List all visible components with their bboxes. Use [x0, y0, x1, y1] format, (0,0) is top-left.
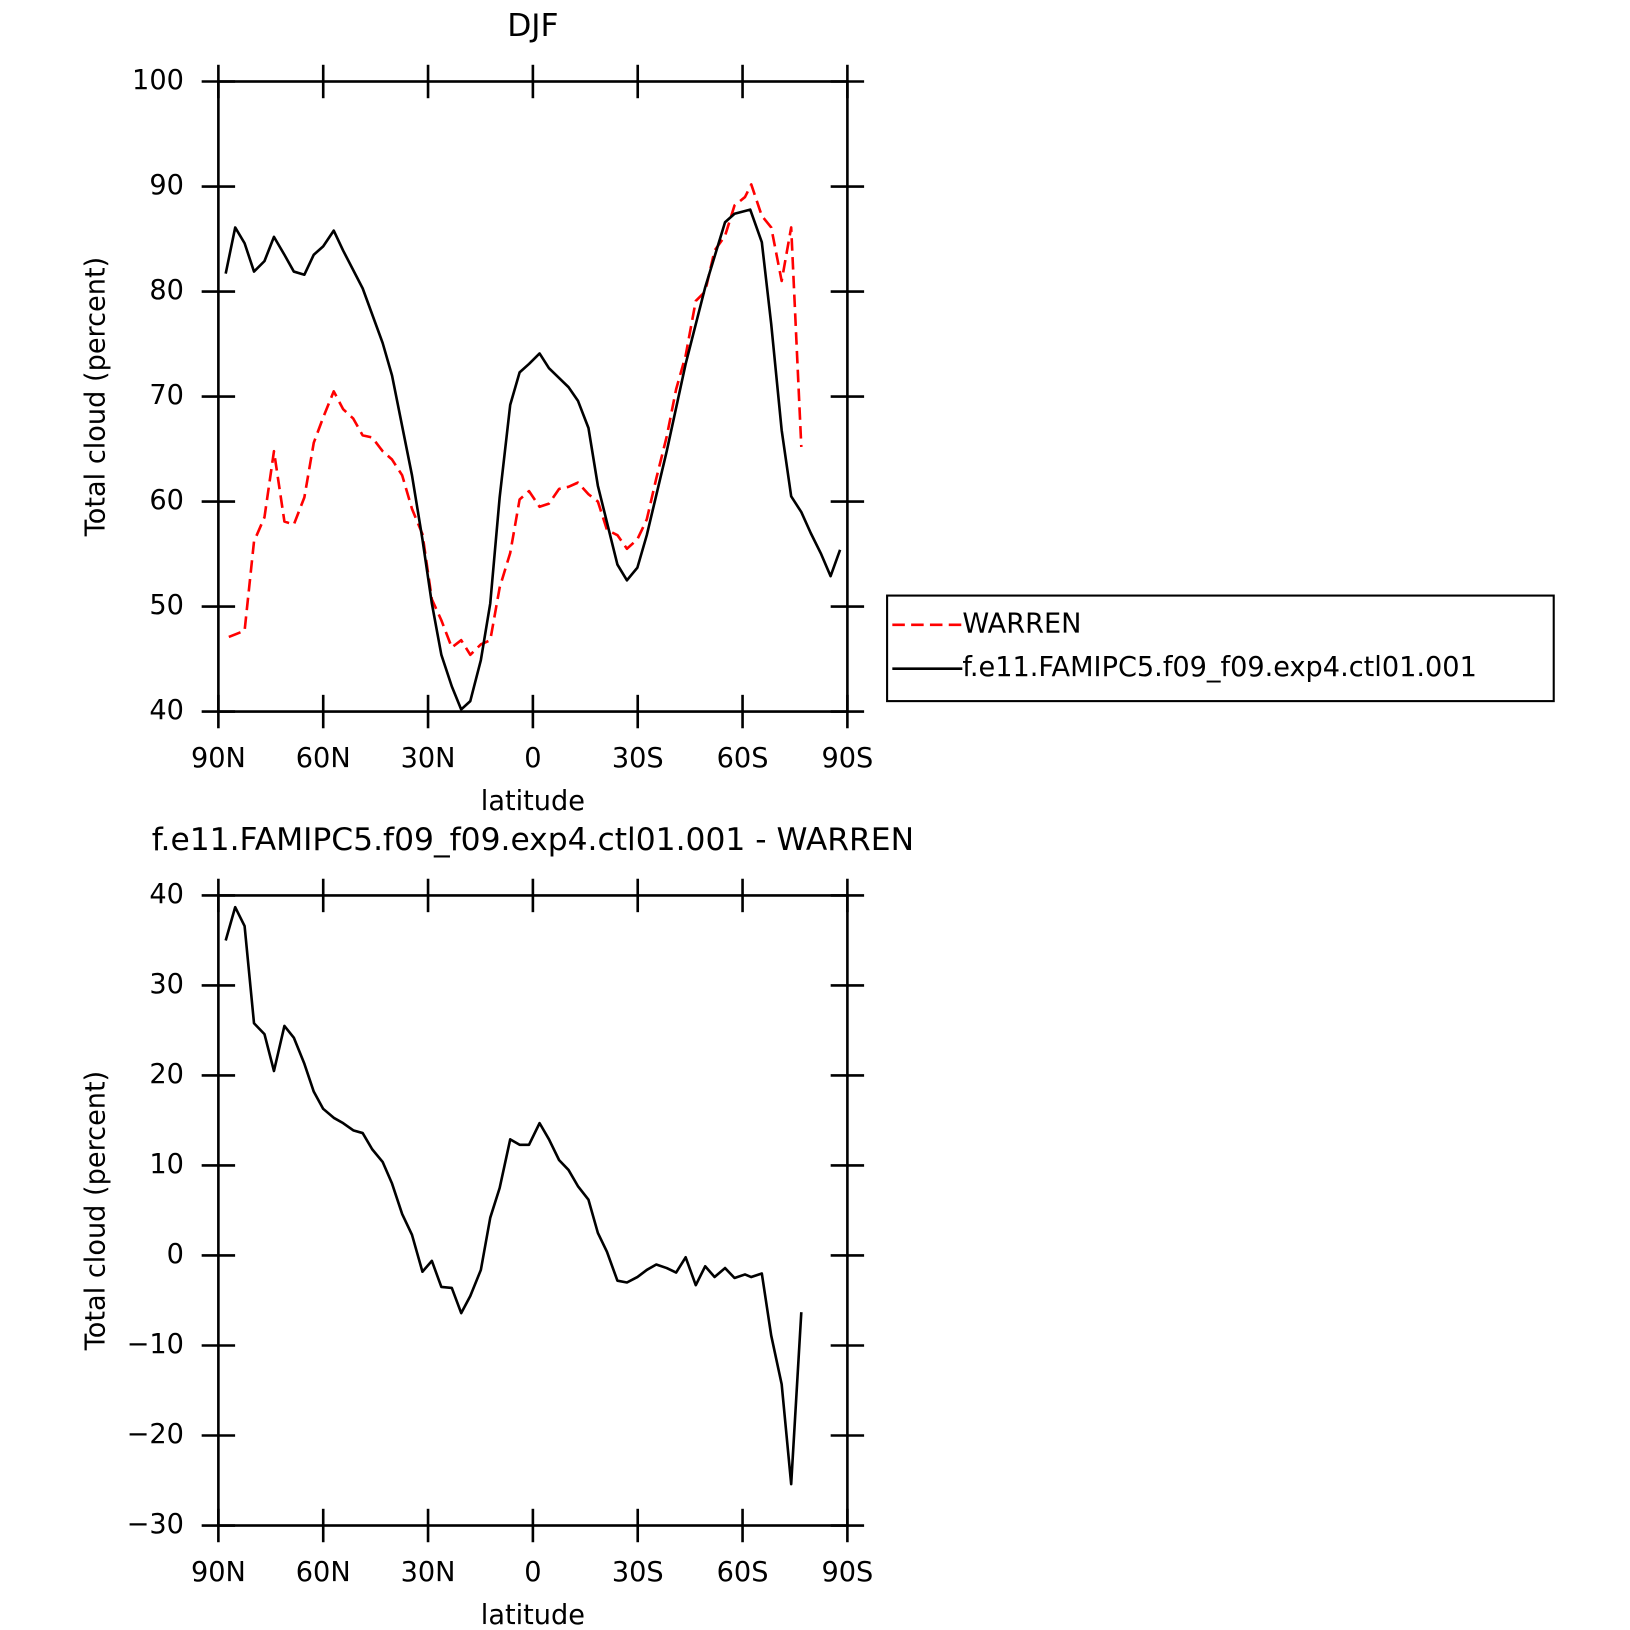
plot-frame [217, 894, 849, 1527]
legend-label: WARREN [962, 608, 1081, 639]
y-tick-label: 30 [149, 969, 184, 1000]
y-tick-label: 0 [167, 1239, 184, 1270]
x-tick-label: 0 [524, 743, 541, 774]
y-tick-label: 60 [149, 485, 184, 516]
x-axis-label: latitude [481, 1600, 585, 1630]
data-line [224, 905, 803, 1486]
chart-title: DJF [507, 8, 558, 44]
y-tick-label: 40 [149, 695, 184, 726]
y-tick-label: 90 [149, 170, 184, 201]
y-tick-label: 80 [149, 275, 184, 306]
y-axis-label: Total cloud (percent) [81, 257, 112, 537]
y-tick-label: −10 [127, 1329, 184, 1360]
legend-label: f.e11.FAMIPC5.f09_f09.exp4.ctl01.001 [962, 652, 1477, 683]
y-tick-label: 100 [132, 65, 184, 96]
x-tick-label: 30N [401, 1557, 456, 1588]
x-tick-label: 90N [191, 1557, 246, 1588]
x-tick-label: 30S [612, 1557, 664, 1588]
y-tick-label: 40 [149, 879, 184, 910]
legend-box [886, 594, 1555, 703]
x-tick-label: 60S [717, 1557, 769, 1588]
x-tick-label: 60N [296, 743, 351, 774]
plot-frame [217, 80, 849, 713]
x-tick-label: 90N [191, 743, 246, 774]
x-tick-label: 60N [296, 1557, 351, 1588]
chart-title: f.e11.FAMIPC5.f09_f09.exp4.ctl01.001 - W… [152, 822, 914, 858]
x-tick-label: 90S [821, 1557, 873, 1588]
x-tick-label: 60S [717, 743, 769, 774]
x-tick-label: 30N [401, 743, 456, 774]
y-tick-label: 70 [149, 380, 184, 411]
y-tick-label: −20 [127, 1419, 184, 1450]
y-tick-label: −30 [127, 1509, 184, 1540]
x-tick-label: 90S [821, 743, 873, 774]
y-tick-label: 10 [149, 1149, 184, 1180]
x-tick-label: 30S [612, 743, 664, 774]
y-tick-label: 20 [149, 1059, 184, 1090]
data-line [224, 208, 842, 711]
x-tick-label: 0 [524, 1557, 541, 1588]
y-tick-label: 50 [149, 590, 184, 621]
y-axis-label: Total cloud (percent) [81, 1071, 112, 1351]
x-axis-label: latitude [481, 786, 585, 817]
